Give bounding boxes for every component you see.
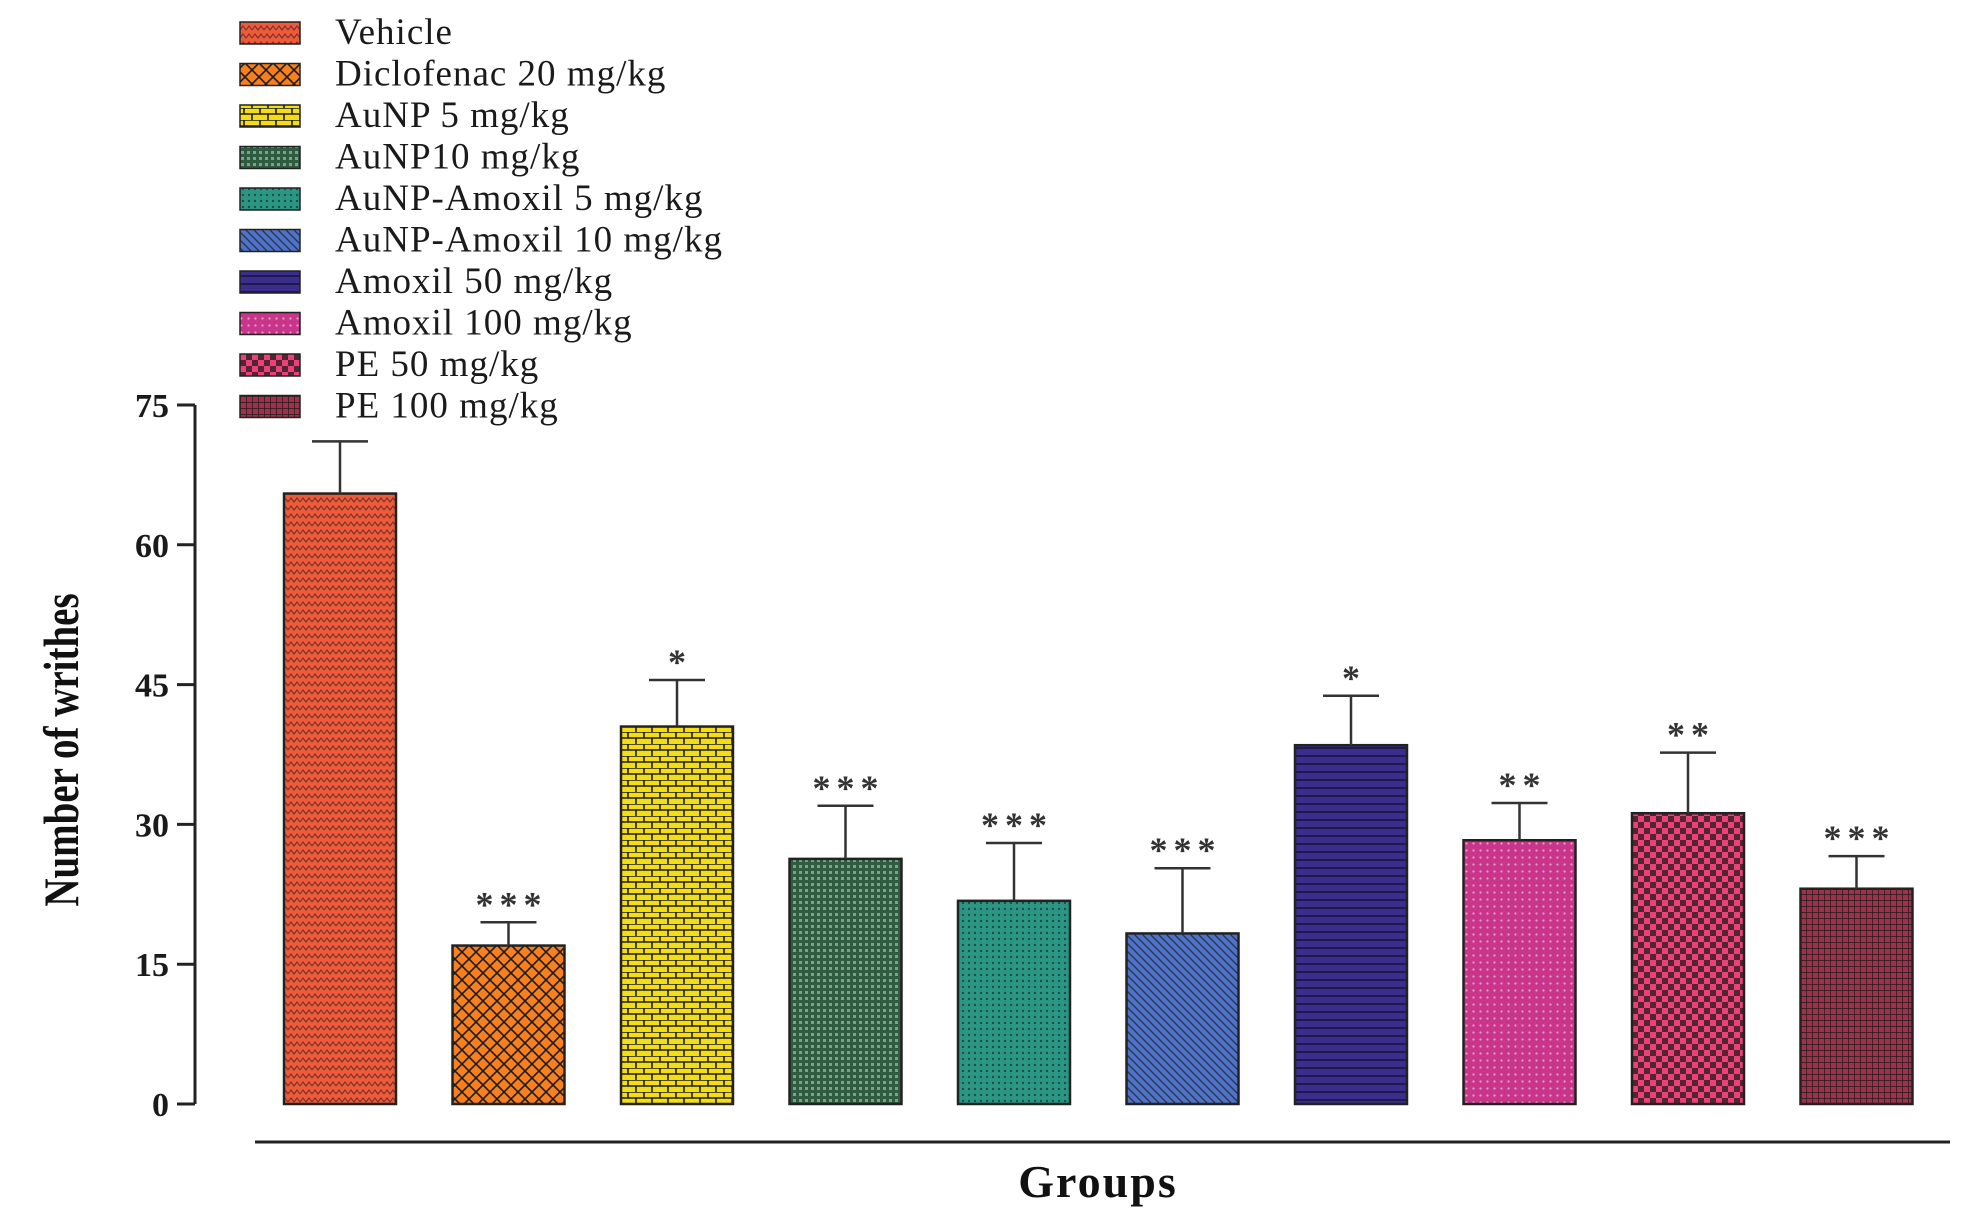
legend-item: AuNP10 mg/kg: [239, 137, 580, 178]
legend-swatch: [239, 145, 301, 170]
legend-item: Diclofenac 20 mg/kg: [239, 54, 666, 95]
legend-label: Diclofenac 20 mg/kg: [335, 54, 666, 95]
legend-swatch: [239, 21, 301, 45]
bar: [1125, 932, 1240, 1106]
bar: [1462, 838, 1577, 1106]
bar: [282, 492, 398, 1106]
legend-swatch: [239, 353, 301, 377]
bar: [1630, 811, 1746, 1106]
x-axis-title: Groups: [1018, 1156, 1177, 1207]
bar: [956, 899, 1072, 1106]
significance-label: ***: [981, 805, 1053, 845]
legend-swatch: [239, 228, 301, 253]
legend-swatch: [239, 394, 301, 419]
significance-label: **: [1667, 715, 1715, 755]
bar-group: ***: [788, 768, 903, 1106]
bar-group: **: [1630, 715, 1746, 1106]
bar: [1799, 887, 1914, 1106]
legend-label: PE 100 mg/kg: [335, 386, 559, 427]
y-tick-label: 30: [135, 807, 169, 844]
legend-item: AuNP-Amoxil 5 mg/kg: [239, 178, 703, 219]
legend-label: AuNP-Amoxil 10 mg/kg: [335, 220, 723, 261]
significance-label: ***: [476, 884, 548, 924]
legend-label: AuNP 5 mg/kg: [335, 95, 570, 136]
legend-item: PE 100 mg/kg: [239, 386, 559, 427]
bar-group: [282, 440, 398, 1106]
y-tick-label: 15: [135, 947, 169, 984]
bar-group: *: [1293, 658, 1409, 1106]
significance-label: **: [1499, 765, 1547, 805]
legend-label: Vehicle: [335, 12, 453, 53]
bar-group: ***: [1799, 818, 1914, 1106]
legend-swatch: [239, 270, 301, 294]
legend-swatch: [239, 187, 301, 211]
y-axis: 0 15 30 45 60 75: [135, 388, 197, 1124]
significance-label: ***: [813, 768, 885, 808]
legend-swatch: [239, 62, 301, 87]
legend-item: Vehicle: [239, 12, 453, 53]
y-axis-title: Number of writhes: [33, 593, 89, 906]
bar-group: ***: [956, 805, 1072, 1106]
bar: [451, 944, 566, 1106]
legend-label: AuNP-Amoxil 5 mg/kg: [335, 178, 703, 219]
y-tick-label: 75: [135, 388, 169, 425]
significance-label: ***: [1150, 830, 1222, 870]
bar: [1293, 743, 1409, 1106]
y-tick-label: 0: [152, 1087, 169, 1124]
legend-item: Amoxil 50 mg/kg: [239, 261, 613, 302]
bar-group: **: [1462, 765, 1577, 1106]
significance-label: *: [1342, 658, 1366, 698]
legend-label: Amoxil 100 mg/kg: [335, 303, 633, 344]
legend-swatch: [239, 311, 301, 336]
legend-label: PE 50 mg/kg: [335, 344, 539, 385]
significance-label: *: [668, 642, 692, 682]
significance-label: ***: [1824, 818, 1896, 858]
y-tick-label: 60: [135, 528, 169, 565]
legend-label: AuNP10 mg/kg: [335, 137, 580, 178]
legend-item: AuNP-Amoxil 10 mg/kg: [239, 220, 723, 261]
bar: [619, 725, 735, 1106]
bar: [788, 857, 903, 1106]
legend-label: Amoxil 50 mg/kg: [335, 261, 613, 302]
bar-group: ***: [1125, 830, 1240, 1106]
legend-item: AuNP 5 mg/kg: [239, 95, 570, 136]
legend-swatch: [239, 104, 301, 128]
legend-item: Amoxil 100 mg/kg: [239, 303, 633, 344]
bar-group: *: [619, 642, 735, 1106]
y-tick-label: 45: [135, 668, 169, 705]
bars: *********************: [282, 440, 1914, 1106]
legend-item: PE 50 mg/kg: [239, 344, 539, 385]
bar-group: ***: [451, 884, 566, 1106]
